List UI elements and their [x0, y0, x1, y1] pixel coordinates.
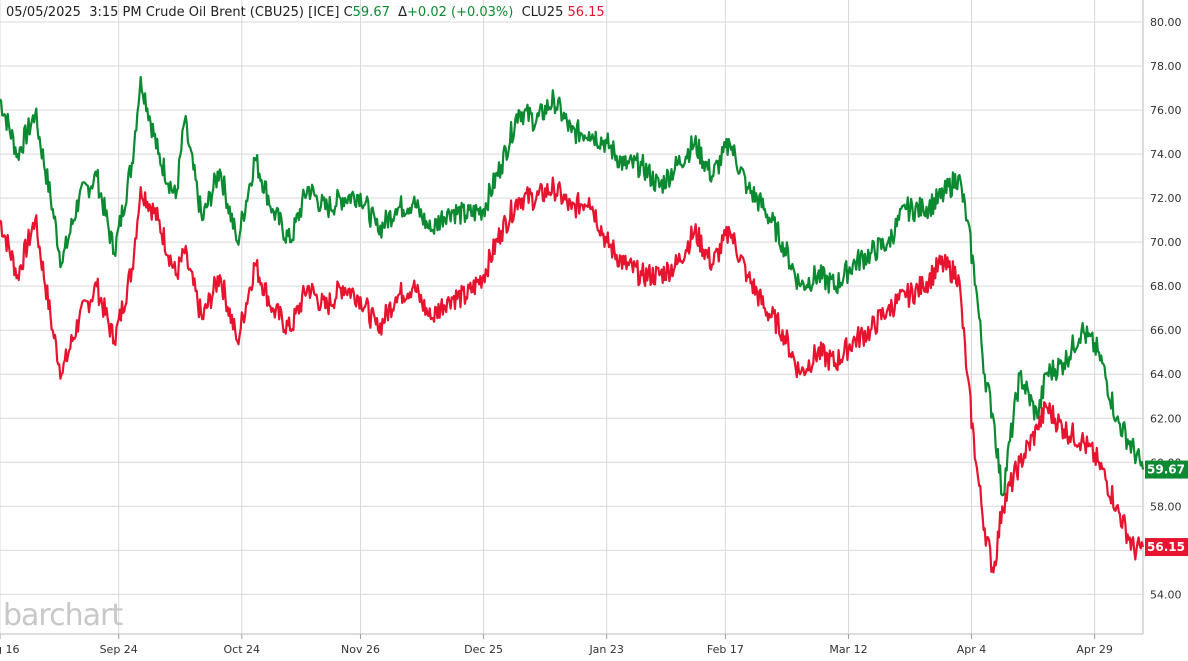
chart-header: 05/05/2025 3:15 PM Crude Oil Brent (CBU2…	[6, 5, 605, 20]
y-axis-tick-labels: 80.00 78.00 76.00 74.00 72.00 70.00 68.00 66.00…	[1150, 16, 1182, 601]
x-tick-label: Sep 24	[100, 643, 138, 656]
header-instrument: Crude Oil Brent (CBU25) [ICE]	[145, 5, 340, 20]
y-tick-label: 76.00	[1150, 104, 1182, 117]
y-tick-label: 66.00	[1150, 324, 1182, 337]
x-tick-label: Aug 16	[0, 643, 19, 656]
series-lines	[0, 75, 1145, 574]
y-tick-label: 68.00	[1150, 280, 1182, 293]
header-time: 3:15 PM	[89, 5, 142, 20]
y-tick-label: 58.00	[1150, 500, 1182, 513]
header-change-value: +0.02 (+0.03%)	[407, 5, 514, 20]
last-value-badge-clu25	[1145, 538, 1188, 557]
horizontal-gridlines	[0, 21, 1143, 595]
vertical-gridlines	[0, 0, 1096, 639]
y-tick-label: 70.00	[1150, 236, 1182, 249]
y-tick-label: 64.00	[1150, 368, 1182, 381]
last-value-text: 59.67	[1147, 463, 1185, 477]
x-tick-label: Apr 4	[957, 643, 987, 656]
x-tick-label: Nov 26	[341, 643, 380, 656]
y-tick-label: 62.00	[1150, 412, 1182, 425]
y-tick-label: 54.00	[1150, 588, 1182, 601]
x-tick-label: Apr 29	[1076, 643, 1113, 656]
y-tick-label: 78.00	[1150, 60, 1182, 73]
x-tick-label: Dec 25	[464, 643, 503, 656]
y-tick-label: 72.00	[1150, 192, 1182, 205]
x-axis-tick-labels: Aug 16 Sep 24 Oct 24 Nov 26 Dec 25 Jan 23 Feb …	[0, 643, 1113, 656]
header-close-value: 59.67	[352, 5, 390, 20]
series-line-clu25	[0, 176, 1145, 574]
header-spread-value: 56.15	[567, 5, 605, 20]
header-spread-symbol: CLU25	[521, 5, 564, 20]
barchart-logo[interactable]: barchart	[3, 598, 123, 633]
last-value-badge-cbu25	[1145, 460, 1188, 479]
header-date: 05/05/2025	[6, 5, 81, 20]
x-tick-label: Oct 24	[224, 643, 261, 656]
x-tick-label: Jan 23	[588, 643, 623, 656]
header-close-label: C	[343, 5, 353, 20]
y-tick-label: 74.00	[1150, 148, 1182, 161]
series-line-cbu25	[0, 75, 1145, 497]
header-change-label: Δ	[398, 5, 408, 20]
x-tick-label: Feb 17	[707, 643, 744, 656]
x-tick-label: Mar 12	[829, 643, 867, 656]
last-value-text: 56.15	[1147, 540, 1185, 554]
last-value-badges: 59.67 56.15	[1145, 460, 1188, 557]
y-tick-label: 80.00	[1150, 16, 1182, 29]
